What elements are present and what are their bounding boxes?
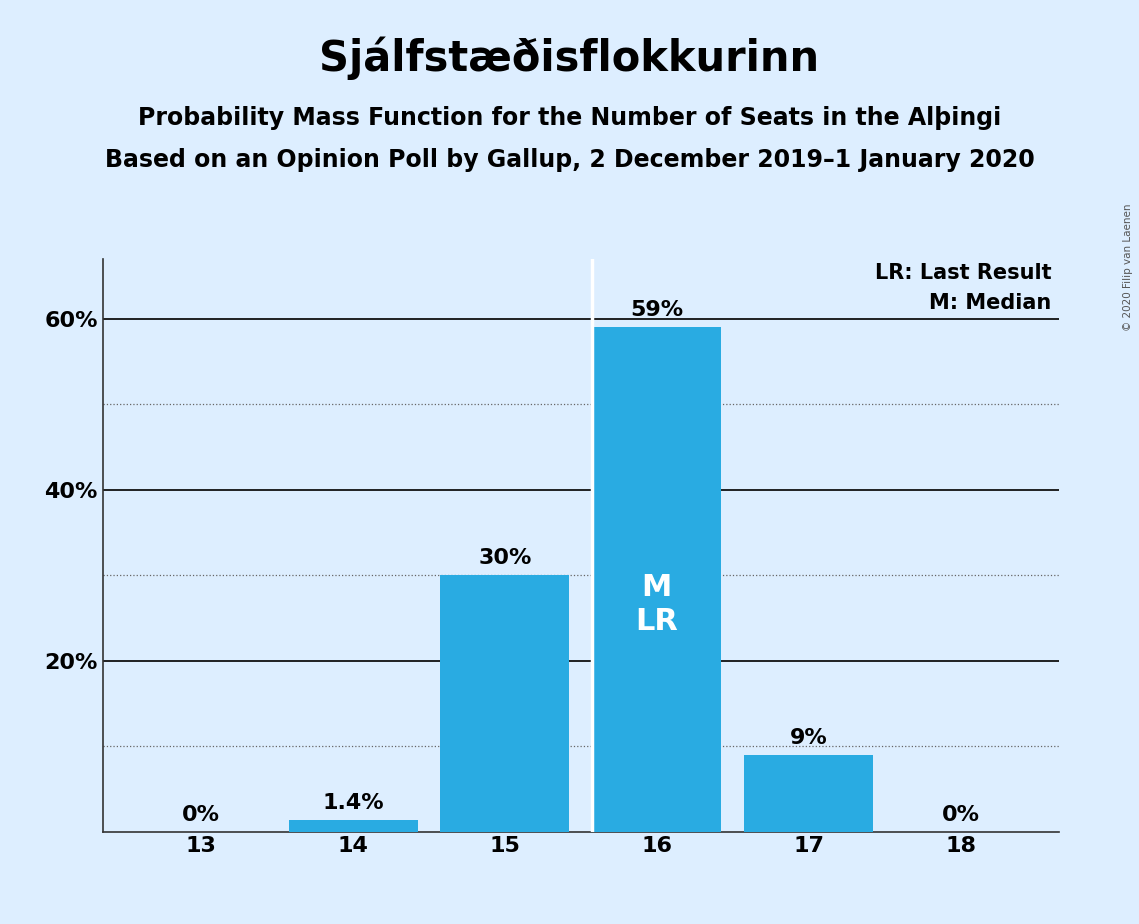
Text: 0%: 0%: [942, 805, 980, 825]
Bar: [744, 755, 874, 832]
Text: LR: Last Result: LR: Last Result: [875, 263, 1051, 283]
Text: M
LR: M LR: [636, 573, 678, 636]
Text: 30%: 30%: [478, 548, 532, 568]
Text: Based on an Opinion Poll by Gallup, 2 December 2019–1 January 2020: Based on an Opinion Poll by Gallup, 2 De…: [105, 148, 1034, 172]
Text: © 2020 Filip van Laenen: © 2020 Filip van Laenen: [1123, 203, 1133, 331]
Text: 0%: 0%: [182, 805, 220, 825]
Bar: [441, 575, 570, 832]
Text: M: Median: M: Median: [929, 293, 1051, 313]
Text: Sjálfstæðisflokkurinn: Sjálfstæðisflokkurinn: [319, 37, 820, 80]
Text: 9%: 9%: [789, 728, 828, 748]
Text: Probability Mass Function for the Number of Seats in the Alþingi: Probability Mass Function for the Number…: [138, 106, 1001, 130]
Bar: [592, 327, 721, 832]
Text: 59%: 59%: [630, 300, 683, 321]
Text: 1.4%: 1.4%: [322, 793, 384, 813]
Bar: [288, 820, 418, 832]
